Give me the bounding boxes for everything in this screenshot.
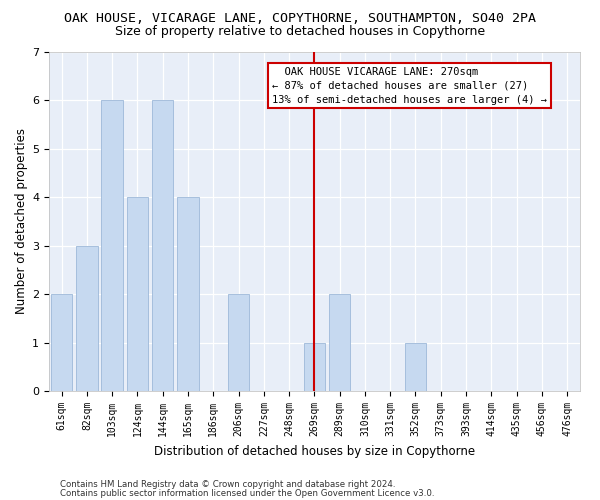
X-axis label: Distribution of detached houses by size in Copythorne: Distribution of detached houses by size …: [154, 444, 475, 458]
Text: Contains HM Land Registry data © Crown copyright and database right 2024.: Contains HM Land Registry data © Crown c…: [60, 480, 395, 489]
Bar: [76, 246, 98, 391]
Bar: [228, 294, 249, 391]
Bar: [152, 100, 173, 391]
Text: OAK HOUSE VICARAGE LANE: 270sqm  
← 87% of detached houses are smaller (27)
13% : OAK HOUSE VICARAGE LANE: 270sqm ← 87% of…: [272, 67, 547, 105]
Bar: [177, 197, 199, 391]
Text: Size of property relative to detached houses in Copythorne: Size of property relative to detached ho…: [115, 25, 485, 38]
Bar: [127, 197, 148, 391]
Bar: [304, 342, 325, 391]
Text: OAK HOUSE, VICARAGE LANE, COPYTHORNE, SOUTHAMPTON, SO40 2PA: OAK HOUSE, VICARAGE LANE, COPYTHORNE, SO…: [64, 12, 536, 26]
Bar: [101, 100, 123, 391]
Bar: [51, 294, 73, 391]
Text: Contains public sector information licensed under the Open Government Licence v3: Contains public sector information licen…: [60, 489, 434, 498]
Bar: [404, 342, 426, 391]
Bar: [329, 294, 350, 391]
Y-axis label: Number of detached properties: Number of detached properties: [15, 128, 28, 314]
